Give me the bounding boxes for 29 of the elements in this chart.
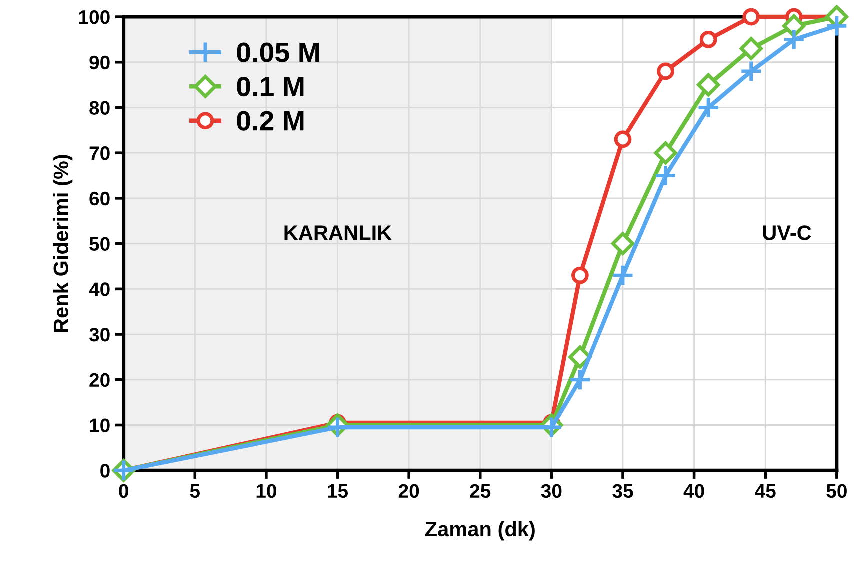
y-tick-label: 0: [100, 464, 110, 478]
annotation: UV-C: [763, 226, 812, 240]
y-tick-label: 80: [90, 101, 110, 115]
band-label: KARANLIK: [284, 226, 392, 240]
x-tick-label: 20: [398, 484, 420, 498]
x-axis-title: Zaman (dk): [425, 521, 535, 541]
x-tick-label: 30: [541, 484, 562, 498]
x-tick-label: 35: [612, 484, 634, 498]
x-tick-label: 15: [328, 484, 348, 498]
x-tick-label: 50: [826, 484, 847, 498]
y-tick-label: 40: [89, 282, 110, 296]
x-tick-label: 25: [470, 484, 491, 498]
x-tick-label: 40: [684, 484, 704, 498]
x-tick-label: 0: [119, 484, 128, 498]
y-tick-label: 60: [90, 192, 110, 206]
y-tick-label: 90: [90, 56, 110, 70]
y-tick-label: 30: [89, 328, 110, 342]
x-tick-label: 10: [256, 484, 276, 498]
legend-label: 0.1 M: [237, 76, 304, 97]
x-tick-label: 45: [755, 484, 776, 498]
x-tick-label: 5: [190, 484, 200, 498]
y-axis-title: Renk Giderimi (%): [53, 155, 73, 332]
y-tick-label: 70: [90, 146, 110, 160]
legend-label: 0.05 M: [237, 42, 320, 62]
y-tick-label: 100: [79, 10, 110, 24]
legend-label: 0.2 M: [237, 111, 304, 131]
y-tick-label: 50: [90, 237, 110, 252]
y-tick-label: 10: [90, 418, 110, 432]
y-tick-label: 20: [90, 373, 110, 388]
